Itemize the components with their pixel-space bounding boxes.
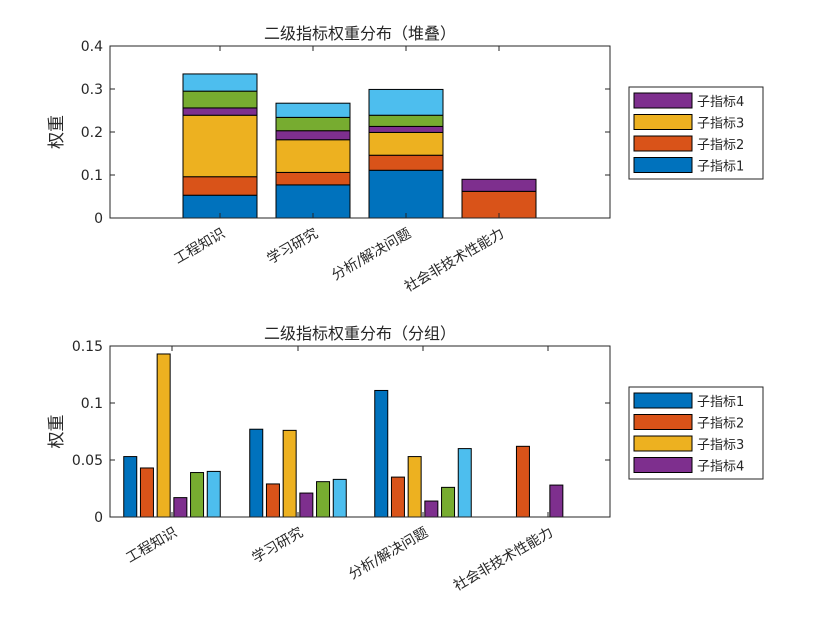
legend-item: 子指标3 [633,114,744,132]
legend-swatch [633,435,693,452]
legend-swatch [633,414,693,430]
legend-item: 子指标4 [633,92,744,110]
bar-segment [275,130,351,141]
legend-item: 子指标2 [633,135,744,153]
y-tick-label: 0.4 [81,39,103,55]
legend-swatch [633,135,693,152]
y-tick-label: 0.3 [81,82,103,98]
legend-item: 子指标2 [633,414,744,432]
bar [265,483,280,518]
x-tick-label: 社会非技术性能力 [402,226,507,296]
bar [249,428,264,518]
legend: 子指标1 子指标2 子指标3 子指标4 [628,386,764,480]
y-tick-label: 0.2 [81,125,103,141]
bar [332,478,347,518]
bar [390,476,405,518]
bar-segment [368,88,444,116]
y-tick-label: 0 [94,211,103,227]
legend-swatch [633,157,693,173]
bar [190,472,205,518]
x-tick-label: 分析/解决问题 [346,525,431,583]
legend: 子指标4 子指标3 子指标2 子指标1 [628,86,764,180]
y-axis-label: 权重 [47,415,67,449]
y-tick-label: 0.05 [72,453,103,469]
x-tick-label: 学习研究 [265,226,321,268]
legend-label: 子指标1 [697,160,744,175]
bar [316,481,331,518]
y-tick-label: 0.15 [72,339,103,355]
legend-label: 子指标3 [697,438,744,453]
legend-label: 子指标2 [697,138,744,153]
bar-segment [182,176,258,196]
x-tick-label: 工程知识 [123,524,180,567]
bar-segment [368,114,444,127]
axes-box [109,345,611,518]
x-tick-label: 工程知识 [171,225,228,268]
bar [441,486,456,518]
bar-segment [182,114,258,178]
bar [123,456,138,518]
bar [299,492,314,518]
x-tick-label: 学习研究 [250,525,306,567]
bar-segment [275,184,351,219]
bar [139,467,154,518]
bar-segment [275,171,351,186]
bar [515,445,530,518]
bar [457,448,472,518]
bar [424,500,439,518]
chart-title: 二级指标权重分布（分组） [264,324,456,343]
legend-swatch [633,392,693,409]
bar [282,429,297,518]
legend-item: 子指标3 [633,435,744,453]
bar [206,470,221,518]
bar-segment [368,131,444,156]
bar-segment [182,90,258,109]
x-tick-label: 分析/解决问题 [329,226,414,284]
legend-swatch [633,92,693,109]
legend-label: 子指标4 [697,95,744,110]
bar [407,456,422,518]
y-tick-label: 0.1 [81,168,103,184]
legend-label: 子指标3 [697,117,744,132]
bar-segment [368,169,444,219]
y-tick-label: 0 [94,510,103,526]
legend-swatch [633,457,693,473]
legend-label: 子指标4 [697,460,744,475]
chart-title: 二级指标权重分布（堆叠） [264,24,456,43]
bar [156,353,171,518]
bar [173,497,188,518]
bar-segment [182,73,258,92]
legend-item: 子指标1 [633,157,744,175]
bar-segment [182,107,258,116]
legend-label: 子指标2 [697,417,744,432]
bar [374,389,389,518]
y-axis-label: 权重 [47,115,67,149]
legend-swatch [633,114,693,130]
y-tick-label: 0.1 [81,396,103,412]
legend-label: 子指标1 [697,395,744,410]
grouped-chart: 0 0.05 0.1 0.15 工程知识 学习研究 分析/解决问题 社会非技术性能力 二级指标权… [47,324,764,595]
legend-item: 子指标1 [633,392,744,410]
bar-segment [461,178,537,192]
x-tick-label: 社会非技术性能力 [451,525,556,595]
bar-segment [275,139,351,173]
bar-segment [368,154,444,171]
legend-item: 子指标4 [633,457,744,475]
bar-segment [368,125,444,133]
bar-segment [275,102,351,118]
bar [549,484,564,518]
bar-segment [275,116,351,132]
